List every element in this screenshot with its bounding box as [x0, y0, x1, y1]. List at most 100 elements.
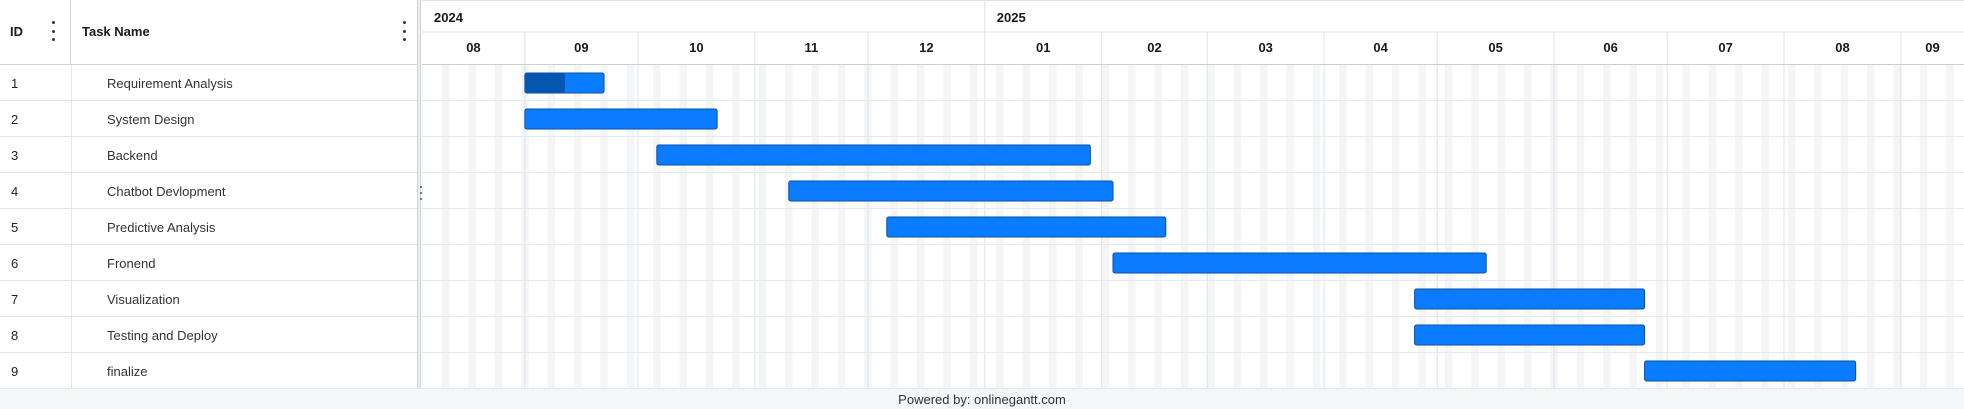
year-label: 2024	[434, 10, 464, 25]
month-label: 02	[1147, 40, 1161, 55]
task-name[interactable]: Fronend	[107, 256, 156, 271]
table-row[interactable]: 9 finalize	[0, 353, 419, 389]
year-label: 2025	[997, 10, 1026, 25]
task-name[interactable]: Backend	[107, 148, 158, 163]
task-progress-fill	[525, 73, 565, 93]
timeline-chart: 08 09 10 11 12 01 02 03 04 05 06 07 08 09 2024 2025	[422, 0, 1964, 388]
weekend-shade	[626, 65, 635, 388]
task-bar[interactable]	[1414, 324, 1646, 346]
month-label: 07	[1718, 40, 1732, 55]
task-id: 9	[11, 364, 19, 379]
task-id: 1	[11, 76, 19, 91]
column-header-task-name[interactable]: Task Name	[71, 0, 419, 64]
task-bar[interactable]	[788, 180, 1114, 202]
footer-powered-by: Powered by: onlinegantt.com	[898, 392, 1066, 407]
weekend-shade	[1655, 65, 1664, 388]
table-row[interactable]: 2 System Design	[0, 101, 419, 137]
weekend-shade	[811, 65, 819, 388]
weekend-shade	[547, 65, 556, 388]
month-label: 11	[805, 40, 819, 55]
month-label: 06	[1603, 40, 1617, 55]
weekend-shade	[785, 65, 793, 388]
task-name[interactable]: System Design	[107, 112, 195, 127]
weekend-shade	[732, 65, 740, 388]
weekend-shade	[1418, 65, 1426, 388]
weekend-shade	[1497, 65, 1506, 388]
month-label: 04	[1373, 40, 1388, 55]
weekend-shade	[1576, 65, 1585, 388]
weekend-shade	[1708, 65, 1717, 388]
month-label: 09	[1925, 40, 1939, 55]
column-header-id[interactable]: ID	[0, 0, 71, 64]
task-bar[interactable]	[1112, 252, 1487, 274]
weekend-shade	[1391, 65, 1400, 388]
table-row[interactable]: 4 Chatbot Devlopment	[0, 173, 419, 209]
gantt-app: ID Task Name 1 Requirement Analysis 2 Syste…	[0, 0, 1964, 389]
weekend-shade	[1312, 65, 1321, 388]
weekend-shade	[1919, 65, 1928, 388]
weekend-shade	[1603, 65, 1611, 388]
weekend-shade	[1840, 65, 1849, 388]
task-grid: ID Task Name 1 Requirement Analysis 2 Syste…	[0, 0, 421, 389]
month-label: 09	[574, 40, 588, 55]
column-menu-icon[interactable]	[48, 21, 58, 41]
table-row[interactable]: 3 Backend	[0, 137, 419, 173]
weekend-shade	[1946, 65, 1954, 388]
column-header-id-label: ID	[10, 24, 23, 39]
weekend-shade	[468, 65, 476, 388]
weekend-shade	[1180, 65, 1189, 388]
task-name[interactable]: Testing and Deploy	[107, 328, 218, 343]
task-bar[interactable]	[524, 108, 718, 130]
task-id: 8	[11, 328, 19, 343]
weekend-shade	[600, 65, 608, 388]
task-name[interactable]: finalize	[107, 364, 148, 379]
month-label: 03	[1258, 40, 1272, 55]
splitter-handle-icon[interactable]	[419, 186, 423, 200]
task-bar[interactable]	[886, 216, 1167, 238]
month-label: 05	[1488, 40, 1502, 55]
grid-header: ID Task Name	[0, 0, 419, 65]
task-id: 4	[11, 184, 19, 199]
weekend-shade	[679, 65, 687, 388]
weekend-shade	[1761, 65, 1769, 388]
month-label: 08	[466, 40, 480, 55]
task-name[interactable]: Requirement Analysis	[107, 76, 233, 91]
weekend-shade	[1682, 65, 1690, 388]
weekend-shade	[1365, 65, 1374, 388]
grid-chart-splitter[interactable]	[417, 0, 421, 388]
column-menu-icon[interactable]	[399, 21, 409, 41]
column-separator	[71, 65, 72, 388]
month-label: 08	[1835, 40, 1849, 55]
task-bar[interactable]	[656, 144, 1091, 166]
weekend-shade	[1866, 65, 1875, 388]
weekend-shade	[422, 65, 424, 388]
task-bar[interactable]	[1414, 288, 1646, 310]
weekend-shade	[573, 65, 582, 388]
month-label: 10	[689, 40, 703, 55]
weekend-shade	[1471, 65, 1479, 388]
table-row[interactable]: 5 Predictive Analysis	[0, 209, 419, 245]
weekend-shade	[1444, 65, 1453, 388]
table-row[interactable]: 1 Requirement Analysis	[0, 65, 419, 101]
timeline-svg: 08 09 10 11 12 01 02 03 04 05 06 07 08 09 2024 2025	[422, 0, 1964, 388]
table-row[interactable]: 6 Fronend	[0, 245, 419, 281]
column-header-task-name-label: Task Name	[82, 24, 150, 39]
footer: Powered by: onlinegantt.com	[0, 388, 1964, 409]
weekend-shade	[1629, 65, 1638, 388]
weekend-shade	[1233, 65, 1242, 388]
weekend-shade	[1260, 65, 1268, 388]
task-name[interactable]: Visualization	[107, 292, 180, 307]
table-row[interactable]: 8 Testing and Deploy	[0, 317, 419, 353]
month-label: 01	[1036, 40, 1050, 55]
table-row[interactable]: 7 Visualization	[0, 281, 419, 317]
weekend-shade	[1523, 65, 1532, 388]
weekend-shade	[1339, 65, 1347, 388]
weekend-shade	[1207, 65, 1215, 388]
month-label: 12	[919, 40, 933, 55]
task-id: 5	[11, 220, 19, 235]
task-name[interactable]: Chatbot Devlopment	[107, 184, 226, 199]
task-id: 6	[11, 256, 19, 271]
task-name[interactable]: Predictive Analysis	[107, 220, 216, 235]
task-bar[interactable]	[1644, 360, 1857, 382]
weekend-shade	[758, 65, 767, 388]
